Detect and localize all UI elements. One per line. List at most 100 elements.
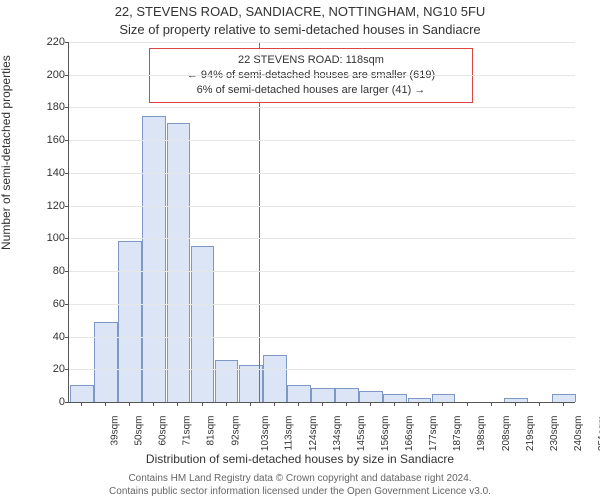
- bar: [311, 388, 335, 402]
- ytick-label: 40: [35, 331, 65, 343]
- xtick-mark: [250, 402, 251, 406]
- plot-area: 22 STEVENS ROAD: 118sqm ← 94% of semi-de…: [68, 42, 575, 403]
- xtick-mark: [467, 402, 468, 406]
- xtick-mark: [298, 402, 299, 406]
- ytick-mark: [65, 42, 69, 43]
- gridline-h: [69, 173, 575, 174]
- xtick-label: 208sqm: [501, 416, 512, 452]
- ytick-label: 160: [35, 134, 65, 146]
- gridline-h: [69, 337, 575, 338]
- xtick-mark: [346, 402, 347, 406]
- xtick-label: 134sqm: [332, 416, 343, 452]
- callout-line3: 6% of semi-detached houses are larger (4…: [158, 83, 464, 98]
- xtick-label: 187sqm: [452, 416, 463, 452]
- ytick-mark: [65, 173, 69, 174]
- ytick-mark: [65, 206, 69, 207]
- xtick-label: 177sqm: [428, 416, 439, 452]
- xtick-mark: [177, 402, 178, 406]
- xtick-label: 92sqm: [230, 416, 241, 446]
- bar: [552, 394, 576, 402]
- gridline-h: [69, 206, 575, 207]
- xtick-mark: [322, 402, 323, 406]
- ytick-label: 180: [35, 101, 65, 113]
- xtick-label: 39sqm: [110, 416, 121, 446]
- xtick-mark: [563, 402, 564, 406]
- bar: [263, 355, 287, 402]
- xtick-mark: [105, 402, 106, 406]
- chart-title-address: 22, STEVENS ROAD, SANDIACRE, NOTTINGHAM,…: [0, 4, 600, 19]
- ytick-label: 100: [35, 232, 65, 244]
- xtick-label: 166sqm: [404, 416, 415, 452]
- ytick-label: 120: [35, 200, 65, 212]
- xtick-mark: [153, 402, 154, 406]
- xtick-label: 156sqm: [380, 416, 391, 452]
- ytick-mark: [65, 304, 69, 305]
- bar: [70, 385, 94, 402]
- bar: [191, 246, 215, 402]
- xtick-label: 145sqm: [356, 416, 367, 452]
- bar: [359, 391, 383, 402]
- ytick-label: 140: [35, 167, 65, 179]
- xtick-mark: [539, 402, 540, 406]
- gridline-h: [69, 271, 575, 272]
- xtick-mark: [274, 402, 275, 406]
- chart-container: 22, STEVENS ROAD, SANDIACRE, NOTTINGHAM,…: [0, 0, 600, 500]
- bar: [118, 241, 142, 402]
- xtick-mark: [515, 402, 516, 406]
- xtick-mark: [81, 402, 82, 406]
- xtick-mark: [418, 402, 419, 406]
- bar: [335, 388, 359, 402]
- xtick-mark: [129, 402, 130, 406]
- ytick-mark: [65, 140, 69, 141]
- xtick-label: 124sqm: [308, 416, 319, 452]
- ytick-label: 60: [35, 298, 65, 310]
- bar: [142, 116, 166, 402]
- ytick-mark: [65, 238, 69, 239]
- ytick-label: 0: [35, 396, 65, 408]
- ytick-label: 20: [35, 363, 65, 375]
- bar: [287, 385, 311, 402]
- chart-title-description: Size of property relative to semi-detach…: [0, 22, 600, 37]
- ytick-mark: [65, 337, 69, 338]
- bar: [432, 394, 456, 402]
- xtick-mark: [491, 402, 492, 406]
- xtick-mark: [226, 402, 227, 406]
- ytick-label: 200: [35, 69, 65, 81]
- xtick-label: 103sqm: [260, 416, 271, 452]
- bar: [215, 360, 239, 402]
- gridline-h: [69, 140, 575, 141]
- bar: [167, 123, 191, 402]
- ytick-mark: [65, 75, 69, 76]
- xtick-label: 71sqm: [182, 416, 193, 446]
- footer-line2: Contains public sector information licen…: [0, 486, 600, 499]
- gridline-h: [69, 304, 575, 305]
- xtick-mark: [202, 402, 203, 406]
- ytick-label: 220: [35, 36, 65, 48]
- ytick-label: 80: [35, 265, 65, 277]
- chart-footer: Contains HM Land Registry data © Crown c…: [0, 473, 600, 498]
- ytick-mark: [65, 369, 69, 370]
- xtick-label: 50sqm: [134, 416, 145, 446]
- xtick-mark: [370, 402, 371, 406]
- xtick-label: 230sqm: [549, 416, 560, 452]
- xtick-label: 113sqm: [283, 416, 294, 451]
- gridline-h: [69, 238, 575, 239]
- xtick-label: 240sqm: [573, 416, 584, 452]
- xtick-mark: [394, 402, 395, 406]
- x-axis-label: Distribution of semi-detached houses by …: [0, 452, 600, 466]
- xtick-label: 198sqm: [477, 416, 488, 452]
- gridline-h: [69, 107, 575, 108]
- y-axis-label: Number of semi-detached properties: [0, 55, 13, 250]
- footer-line1: Contains HM Land Registry data © Crown c…: [0, 473, 600, 486]
- bar: [94, 322, 118, 402]
- gridline-h: [69, 75, 575, 76]
- xtick-mark: [442, 402, 443, 406]
- callout-line1: 22 STEVENS ROAD: 118sqm: [158, 53, 464, 68]
- bar: [383, 394, 407, 402]
- ytick-mark: [65, 402, 69, 403]
- ytick-mark: [65, 271, 69, 272]
- gridline-h: [69, 369, 575, 370]
- xtick-label: 219sqm: [525, 416, 536, 452]
- gridline-h: [69, 42, 575, 43]
- ytick-mark: [65, 107, 69, 108]
